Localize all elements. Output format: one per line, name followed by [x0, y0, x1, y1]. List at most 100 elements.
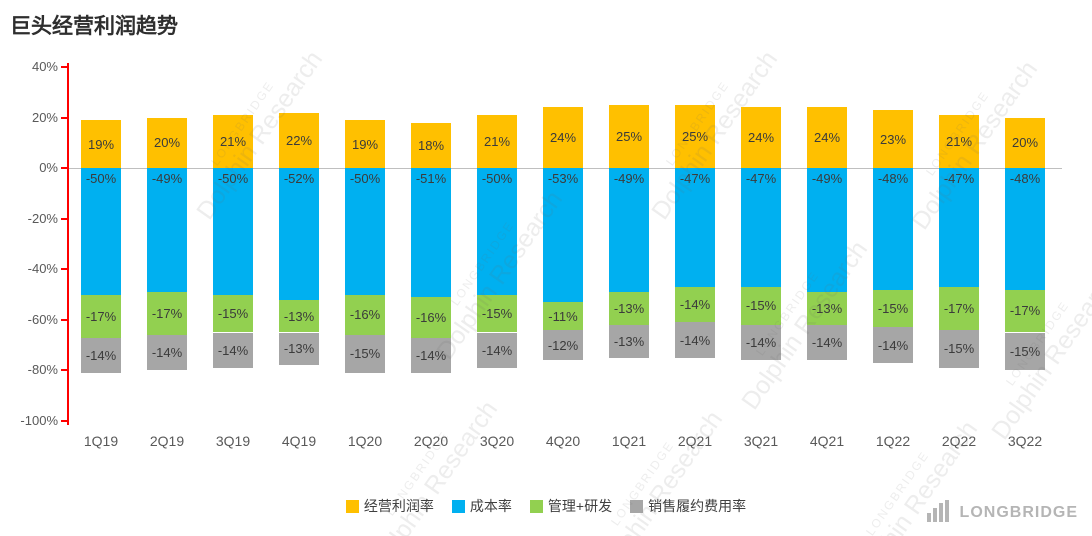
x-axis-label: 2Q19: [149, 433, 185, 449]
legend-label: 销售履约费用率: [648, 498, 747, 514]
x-axis-label: 4Q21: [809, 433, 845, 449]
bar-value-label: 24%: [549, 130, 577, 146]
bar-value-label: 19%: [351, 136, 379, 152]
bar-segment: -48%: [873, 168, 913, 290]
bar-value-label: -17%: [943, 300, 975, 316]
bar-segment: -15%: [477, 294, 517, 333]
bar-value-label: -49%: [613, 171, 645, 187]
legend-label: 管理+研发: [547, 498, 613, 514]
longbridge-logo: LONGBRIDGE: [926, 500, 1078, 522]
y-axis-tick: [61, 268, 68, 271]
bar-segment: -14%: [147, 335, 187, 371]
bar-segment: -15%: [345, 335, 385, 373]
legend-item: 经营利润率: [345, 496, 434, 516]
bar-value-label: -48%: [1009, 171, 1041, 187]
bar-value-label: 25%: [615, 129, 643, 145]
bar-value-label: -14%: [745, 335, 777, 351]
legend: 经营利润率 成本率 管理+研发 销售履约费用率: [0, 496, 1092, 516]
bar-segment: -47%: [675, 168, 715, 287]
bar-segment: -50%: [477, 168, 517, 295]
legend-swatch: [630, 499, 644, 513]
bar-value-label: 20%: [1011, 135, 1039, 151]
bar-segment: -15%: [213, 294, 253, 333]
y-axis-tick-label: 0%: [39, 160, 58, 176]
y-axis-tick-label: -100%: [20, 413, 58, 428]
bar-segment: 19%: [81, 120, 121, 169]
y-axis-tick-label: -80%: [27, 362, 58, 378]
bar-value-label: -12%: [547, 337, 579, 353]
bar-segment: 23%: [873, 109, 913, 169]
bar-value-label: -53%: [547, 171, 579, 187]
legend-item: 管理+研发: [529, 496, 613, 516]
bar-segment: -14%: [807, 324, 847, 361]
y-axis-tick: [61, 116, 68, 119]
y-axis-tick: [61, 369, 68, 372]
bar-value-label: 19%: [87, 136, 115, 152]
bar-value-label: -15%: [349, 346, 381, 362]
bar-segment: -51%: [411, 168, 451, 298]
bar-value-label: -15%: [745, 298, 777, 314]
bar-segment: 21%: [213, 115, 253, 169]
bar-value-label: -14%: [217, 342, 249, 358]
bar-segment: -50%: [345, 168, 385, 295]
legend-item: 成本率: [451, 496, 512, 516]
bar-value-label: 24%: [747, 130, 775, 146]
bar-segment: 25%: [609, 104, 649, 169]
bar-value-label: -14%: [877, 337, 909, 353]
bar-value-label: 25%: [681, 129, 709, 145]
x-axis-label: 3Q22: [1007, 433, 1043, 449]
bar-segment: -14%: [675, 286, 715, 323]
bar-value-label: -11%: [548, 308, 578, 324]
x-axis-label: 3Q21: [743, 433, 779, 449]
x-axis-label: 4Q20: [545, 433, 581, 449]
bar-segment: -48%: [1005, 168, 1045, 290]
x-axis-label: 4Q19: [281, 433, 317, 449]
bar-value-label: -14%: [151, 345, 183, 361]
bar-value-label: -51%: [415, 171, 447, 187]
bar-value-label: -17%: [85, 308, 117, 324]
bar-segment: -16%: [411, 297, 451, 338]
longbridge-logo-text: LONGBRIDGE: [959, 504, 1078, 521]
bar-value-label: -13%: [283, 341, 315, 357]
bar-value-label: 21%: [219, 134, 247, 150]
bar-segment: -13%: [609, 324, 649, 358]
bar-value-label: -47%: [943, 171, 975, 187]
y-axis-tick: [61, 217, 68, 220]
x-axis-label: 1Q22: [875, 433, 911, 449]
bar-value-label: -14%: [679, 297, 711, 313]
bar-value-label: -50%: [481, 171, 513, 187]
bar-value-label: -49%: [811, 171, 843, 187]
bar-segment: -47%: [939, 168, 979, 287]
y-axis-tick: [61, 318, 68, 321]
bar-value-label: -13%: [613, 300, 645, 316]
bar-segment: 24%: [543, 107, 583, 169]
bar-value-label: -14%: [679, 332, 711, 348]
bar-segment: -52%: [279, 168, 319, 300]
bar-segment: -14%: [411, 337, 451, 373]
bar-value-label: -17%: [1009, 303, 1041, 319]
bar-segment: 22%: [279, 112, 319, 169]
x-axis-label: 3Q19: [215, 433, 251, 449]
bar-segment: -50%: [213, 168, 253, 295]
bar-value-label: 21%: [483, 134, 511, 150]
y-axis-tick-label: -20%: [27, 210, 58, 226]
bar-segment: -14%: [675, 322, 715, 358]
bar-segment: -49%: [609, 168, 649, 293]
y-axis-tick: [61, 420, 68, 422]
bar-segment: -11%: [543, 302, 583, 330]
bar-segment: -13%: [279, 299, 319, 333]
bar-segment: -13%: [279, 332, 319, 366]
bar-segment: -14%: [81, 337, 121, 373]
y-axis-tick-label: 40%: [31, 59, 58, 74]
bar-chart-logo-icon: [926, 500, 949, 522]
x-axis-label: 1Q20: [347, 433, 383, 449]
bar-value-label: 18%: [417, 137, 445, 153]
bar-value-label: -14%: [85, 347, 117, 363]
y-axis-tick: [61, 167, 68, 170]
y-axis-tick-label: 20%: [31, 109, 58, 125]
bar-segment: 20%: [147, 117, 187, 169]
bar-segment: -15%: [873, 289, 913, 328]
bar-value-label: -14%: [481, 342, 513, 358]
bar-segment: -14%: [213, 332, 253, 368]
